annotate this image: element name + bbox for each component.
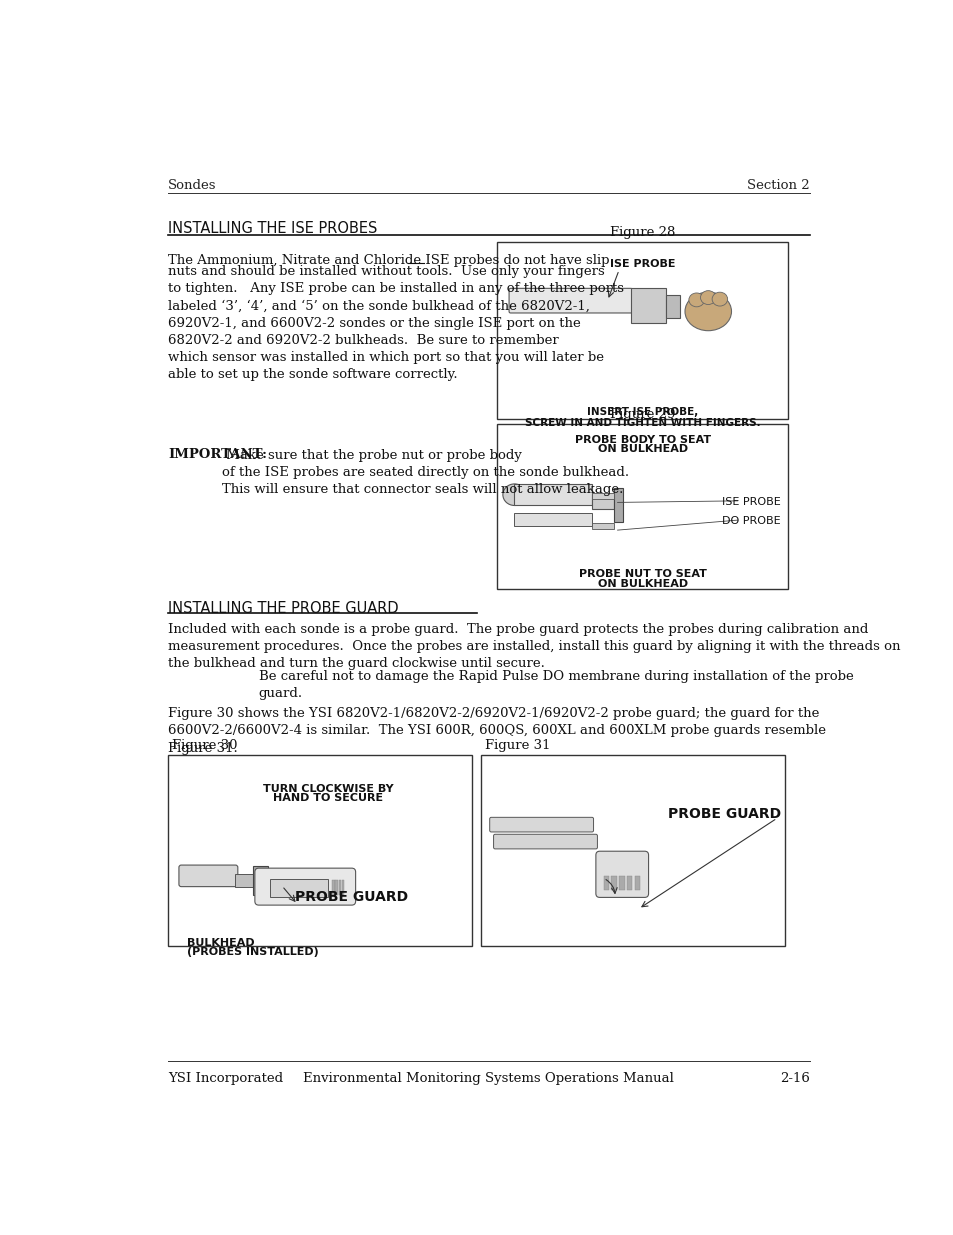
Text: HAND TO SECURE: HAND TO SECURE (274, 793, 383, 804)
Text: INSTALLING THE PROBE GUARD: INSTALLING THE PROBE GUARD (168, 601, 398, 616)
Ellipse shape (700, 290, 716, 305)
Text: INSTALLING THE ISE PROBES: INSTALLING THE ISE PROBES (168, 221, 377, 236)
Bar (592, 493, 613, 499)
Text: PROBE GUARD: PROBE GUARD (667, 808, 781, 821)
Text: nuts and should be installed without tools.  Use only your fingers
to tighten.  : nuts and should be installed without too… (168, 266, 623, 382)
Text: The Ammonium, Nitrate and Chloride ISE probes do not have slip: The Ammonium, Nitrate and Chloride ISE p… (168, 254, 609, 268)
Bar (514, 484, 592, 505)
Text: ISE PROBE: ISE PROBE (720, 496, 780, 508)
FancyBboxPatch shape (493, 835, 597, 848)
Text: TURN CLOCKWISE BY: TURN CLOCKWISE BY (263, 784, 394, 794)
Bar (665, 294, 679, 317)
Bar (618, 876, 624, 889)
FancyBboxPatch shape (596, 851, 648, 898)
Bar (514, 514, 592, 526)
Ellipse shape (688, 293, 703, 306)
Text: YSI Incorporated: YSI Incorporated (168, 1072, 283, 1086)
Text: Sondes: Sondes (168, 179, 216, 191)
Text: SCREW IN AND TIGHTEN WITH FINGERS.: SCREW IN AND TIGHTEN WITH FINGERS. (524, 417, 760, 427)
Text: Included with each sonde is a probe guard.  The probe guard protects the probes : Included with each sonde is a probe guar… (168, 622, 900, 669)
Text: BULKHEAD: BULKHEAD (187, 939, 254, 948)
FancyBboxPatch shape (489, 818, 593, 832)
Bar (270, 879, 328, 898)
FancyBboxPatch shape (179, 864, 237, 887)
Bar (341, 879, 344, 895)
Text: IMPORTANT:: IMPORTANT: (168, 448, 267, 462)
Bar (626, 876, 632, 889)
Ellipse shape (502, 484, 525, 505)
Bar (235, 873, 253, 888)
Bar (332, 879, 335, 895)
Text: Figure 30: Figure 30 (172, 739, 237, 752)
Text: ON BULKHEAD: ON BULKHEAD (598, 579, 687, 589)
Bar (611, 876, 617, 889)
Text: PROBE BODY TO SEAT: PROBE BODY TO SEAT (574, 435, 710, 445)
Bar (480, 755, 784, 946)
Text: Environmental Monitoring Systems Operations Manual: Environmental Monitoring Systems Operati… (303, 1072, 674, 1086)
Bar (592, 524, 613, 530)
FancyBboxPatch shape (254, 868, 355, 905)
Text: Section 2: Section 2 (746, 179, 809, 191)
Text: INSERT ISE PROBE,: INSERT ISE PROBE, (586, 406, 698, 417)
Text: Make sure that the probe nut or probe body
of the ISE probes are seated directly: Make sure that the probe nut or probe bo… (222, 448, 629, 496)
Bar (335, 879, 337, 895)
Bar (168, 755, 472, 946)
Bar (630, 288, 665, 324)
Text: Figure 30 shows the YSI 6820V2-1/6820V2-2/6920V2-1/6920V2-2 probe guard; the gua: Figure 30 shows the YSI 6820V2-1/6820V2-… (168, 708, 825, 755)
Bar (613, 488, 622, 522)
Bar (603, 876, 608, 889)
Text: Figure 28: Figure 28 (609, 226, 675, 240)
Text: PROBE NUT TO SEAT: PROBE NUT TO SEAT (578, 569, 706, 579)
FancyBboxPatch shape (509, 288, 632, 312)
Bar (497, 424, 787, 589)
Bar (253, 866, 268, 895)
Ellipse shape (711, 293, 727, 306)
Text: ISE PROBE: ISE PROBE (609, 259, 675, 269)
Bar (592, 494, 613, 509)
Text: (PROBES INSTALLED): (PROBES INSTALLED) (187, 947, 319, 957)
Text: Figure 29: Figure 29 (609, 408, 675, 421)
Text: ON BULKHEAD: ON BULKHEAD (598, 443, 687, 454)
Ellipse shape (684, 293, 731, 331)
Text: Figure 31: Figure 31 (484, 739, 550, 752)
Text: 2-16: 2-16 (780, 1072, 809, 1086)
Bar (338, 879, 340, 895)
Text: Be careful not to damage the Rapid Pulse DO membrane during installation of the : Be careful not to damage the Rapid Pulse… (258, 671, 853, 700)
Text: DO PROBE: DO PROBE (720, 516, 780, 526)
Bar (634, 876, 639, 889)
Text: PROBE GUARD: PROBE GUARD (294, 889, 408, 904)
Bar (497, 242, 787, 419)
